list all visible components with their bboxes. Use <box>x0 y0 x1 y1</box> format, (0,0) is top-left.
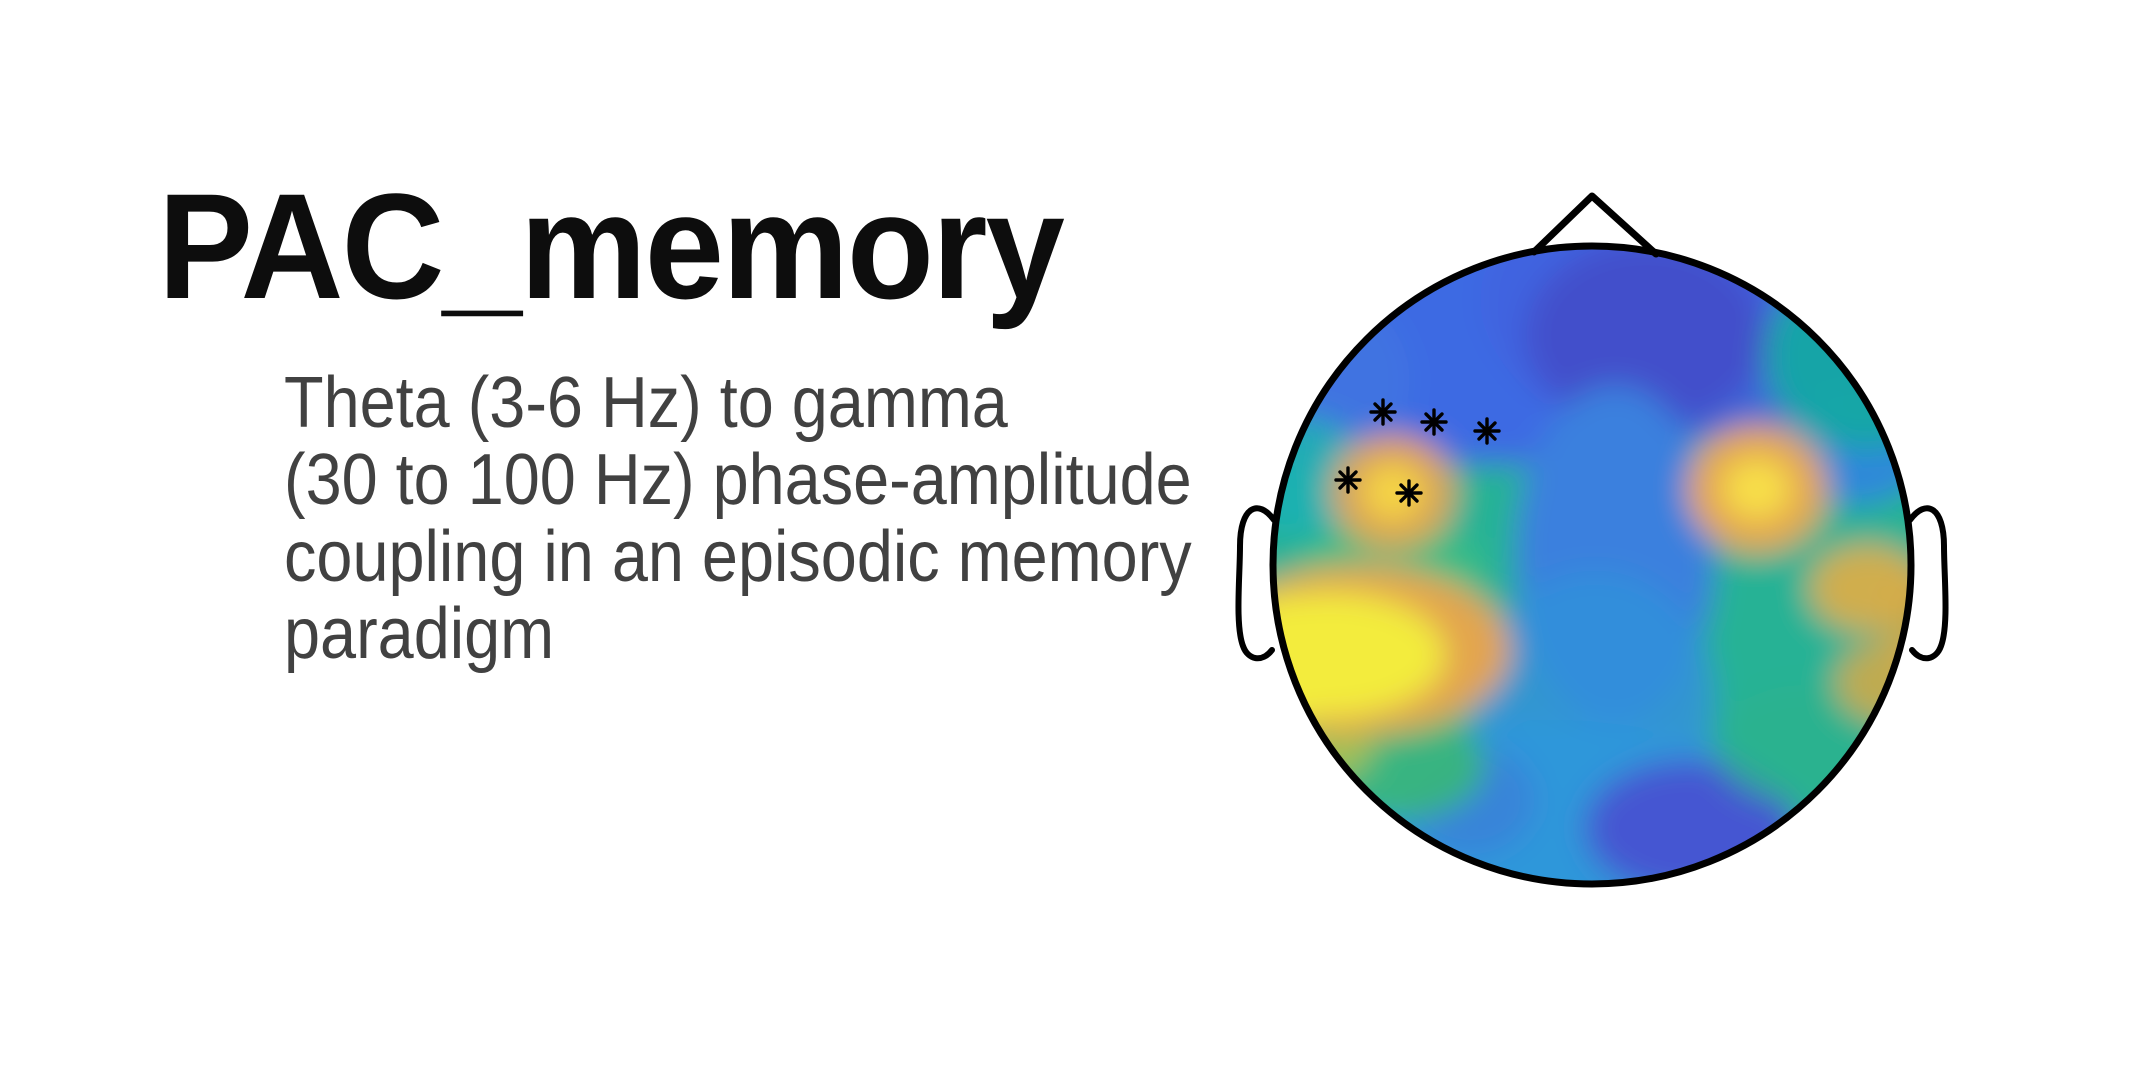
significance-marker <box>1369 398 1397 426</box>
subtitle-line: (30 to 100 Hz) phase-amplitude <box>284 440 1192 520</box>
significance-marker <box>1334 466 1362 494</box>
page-title: PAC_memory <box>158 162 1065 330</box>
subtitle-line: coupling in an episodic memory <box>284 517 1192 597</box>
significance-marker <box>1473 417 1501 445</box>
significance-marker <box>1420 408 1448 436</box>
subtitle-line: Theta (3-6 Hz) to gamma <box>284 363 1008 443</box>
right-ear-icon <box>1907 505 1949 662</box>
head-outline <box>1269 242 1915 888</box>
page-subtitle: Theta (3-6 Hz) to gamma (30 to 100 Hz) p… <box>284 365 1192 673</box>
left-ear-icon <box>1235 505 1277 662</box>
significance-markers <box>1334 398 1501 507</box>
nose-icon <box>1530 192 1660 258</box>
heatmap-blob <box>1723 459 1791 519</box>
heatmap-blob <box>1526 249 1766 430</box>
significance-marker <box>1395 479 1423 507</box>
subtitle-line: paradigm <box>284 594 555 674</box>
heatmap-blob <box>1765 260 1908 450</box>
